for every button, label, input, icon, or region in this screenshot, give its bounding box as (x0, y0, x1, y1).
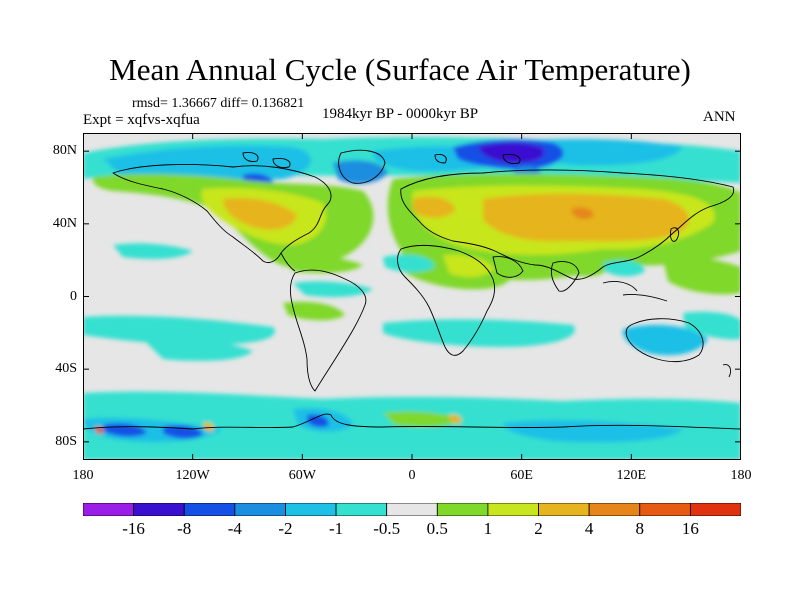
y-axis-ticks (83, 150, 741, 443)
experiment-label: Expt = xqfvs-xqfua (83, 112, 200, 128)
colorbar-swatch (639, 503, 691, 516)
x-tick-label: 120E (616, 468, 647, 483)
world-map (83, 133, 741, 460)
stats-line: rmsd= 1.36667 diff= 0.136821 (132, 96, 305, 111)
x-axis-ticks (83, 133, 741, 460)
colorbar-label: 2 (534, 519, 543, 538)
y-tick-label: 40S (55, 361, 77, 377)
x-tick-label: 60W (288, 468, 316, 483)
x-tick-label: 180 (730, 468, 752, 483)
x-tick-label: 60E (510, 468, 533, 483)
season-label: ANN (703, 109, 736, 125)
colorbar-label: 8 (635, 519, 645, 538)
y-tick-label: 80S (55, 433, 77, 449)
colorbar-swatch (133, 503, 185, 516)
map-title: Mean Annual Cycle (Surface Air Temperatu… (109, 52, 691, 87)
colorbar-label: 1 (483, 519, 493, 538)
colorbar-swatch (436, 503, 489, 516)
coastlines (83, 149, 741, 430)
colorbar-swatch (335, 503, 388, 516)
colorbar-label: -1 (328, 519, 344, 538)
colorbar-swatch (386, 503, 438, 516)
x-tick-label: 0 (408, 468, 416, 483)
period-label: 1984kyr BP - 0000kyr BP (322, 106, 479, 122)
colorbar-swatch (538, 503, 590, 516)
colorbar-label: -0.5 (373, 519, 401, 538)
colorbar-swatch (487, 503, 539, 516)
colorbar-swatch (234, 503, 286, 516)
anomaly-field (83, 136, 741, 460)
colorbar-swatch (689, 503, 741, 516)
y-tick-label: 80N (52, 143, 77, 159)
colorbar-swatch (588, 503, 641, 516)
colorbar-swatch (83, 503, 135, 516)
colorbar-label: 4 (584, 519, 594, 538)
x-tick-label: 120W (175, 468, 210, 483)
colorbar-swatch (285, 503, 337, 516)
colorbar-swatch (183, 503, 236, 516)
colorbar-label: -8 (177, 519, 192, 538)
colorbar-label: 0.5 (426, 519, 448, 538)
x-tick-label: 180 (72, 468, 94, 483)
colorbar (83, 503, 741, 516)
y-tick-label: 40N (52, 215, 77, 231)
colorbar-label: -4 (227, 519, 242, 538)
colorbar-label: 16 (681, 519, 699, 538)
colorbar-label: -2 (278, 519, 293, 538)
colorbar-label: -16 (122, 519, 145, 538)
y-tick-label: 0 (70, 288, 77, 304)
